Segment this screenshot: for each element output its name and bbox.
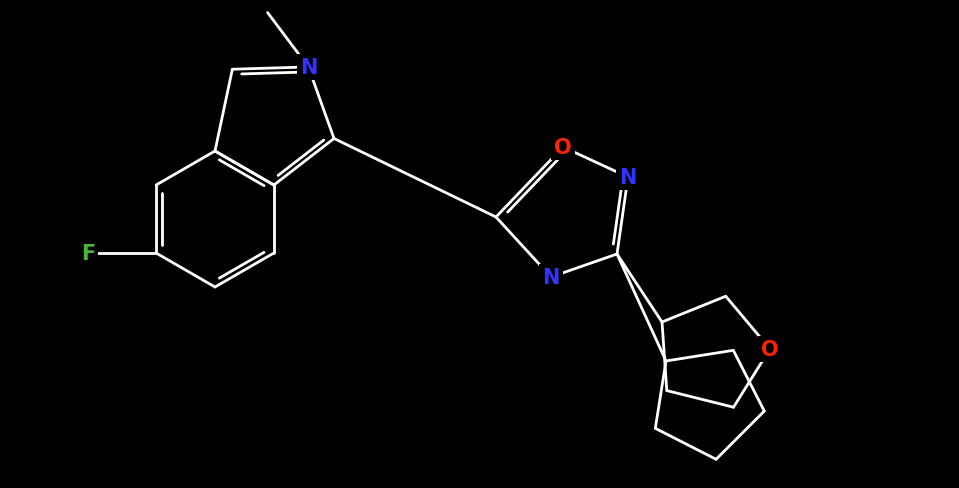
Text: O: O (554, 138, 572, 158)
Text: N: N (620, 168, 637, 187)
Text: N: N (542, 267, 560, 287)
Text: O: O (761, 339, 779, 359)
Text: N: N (299, 58, 317, 78)
Text: F: F (81, 244, 95, 264)
